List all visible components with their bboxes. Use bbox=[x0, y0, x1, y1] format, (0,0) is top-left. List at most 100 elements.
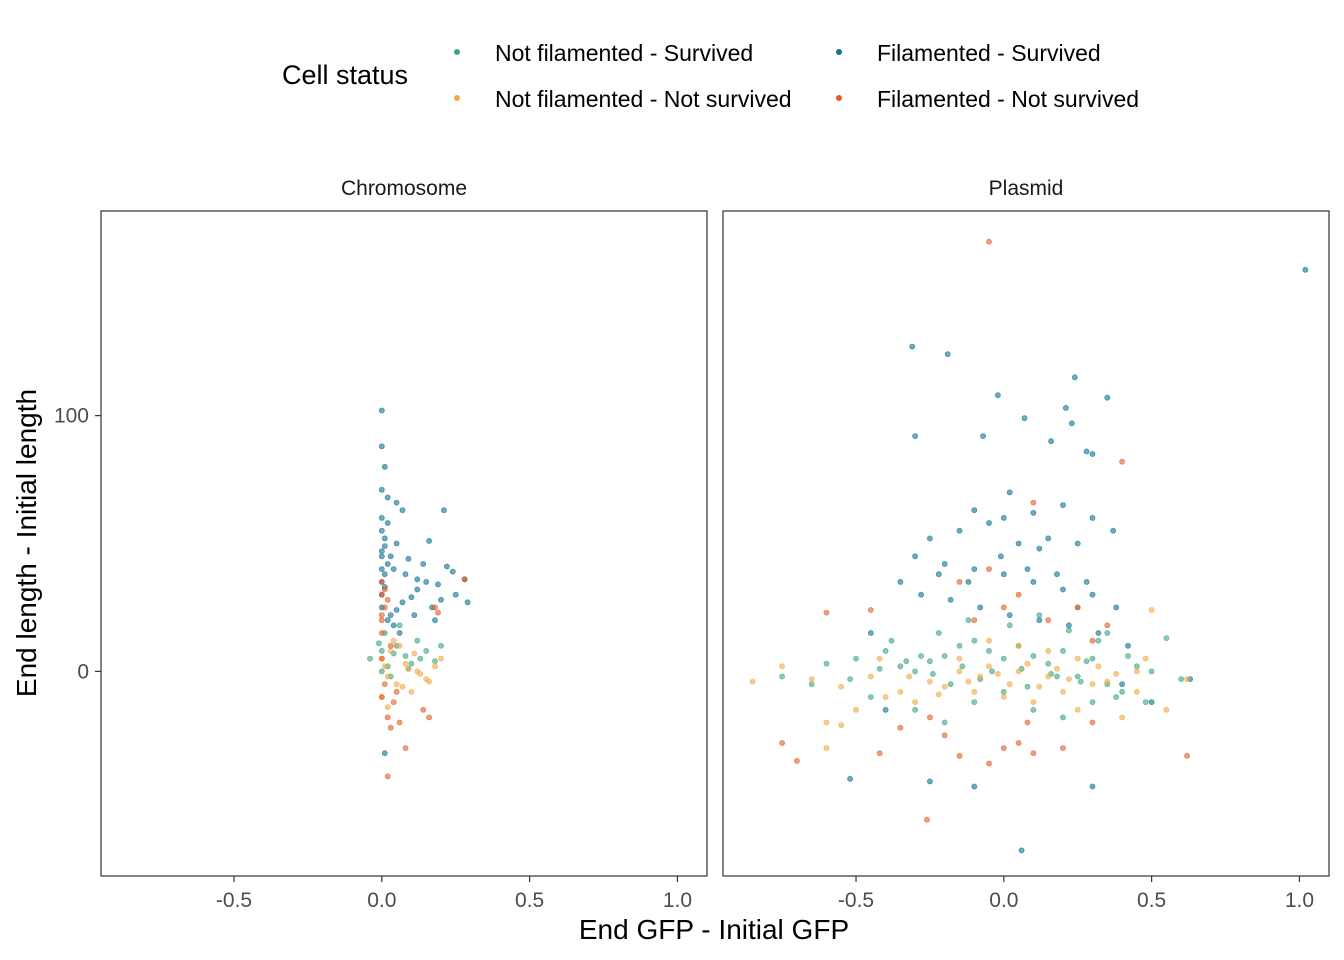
point-plasmid-filamented-survived bbox=[971, 783, 978, 790]
point-chromosome-filamented-survived bbox=[399, 507, 406, 514]
point-plasmid-not-filamented-survived bbox=[1089, 655, 1096, 662]
point-chromosome-not-filamented-survived bbox=[417, 655, 424, 662]
point-plasmid-filamented-not-survived bbox=[779, 740, 785, 746]
point-plasmid-filamented-survived bbox=[1054, 571, 1060, 578]
point-chromosome-not-filamented-not-survived bbox=[396, 642, 403, 649]
point-plasmid-filamented-not-survived bbox=[1119, 458, 1125, 465]
point-chromosome-not-filamented-not-survived bbox=[438, 655, 444, 662]
x-axis-title: End GFP - Initial GFP bbox=[579, 914, 849, 945]
point-chromosome-filamented-not-survived bbox=[378, 655, 385, 662]
point-plasmid-not-filamented-survived bbox=[1163, 635, 1170, 641]
point-chromosome-filamented-survived bbox=[405, 555, 412, 562]
point-chromosome-not-filamented-survived bbox=[402, 653, 409, 659]
point-chromosome-filamented-survived bbox=[464, 599, 471, 606]
legend-item-filamented-not-survived: Filamented - Not survived bbox=[836, 86, 1139, 112]
point-chromosome-not-filamented-survived bbox=[408, 660, 415, 667]
point-plasmid-filamented-survived bbox=[1036, 545, 1043, 552]
point-plasmid-not-filamented-survived bbox=[912, 668, 918, 675]
point-plasmid-filamented-survived bbox=[1089, 783, 1096, 790]
point-plasmid-filamented-not-survived bbox=[1024, 719, 1031, 726]
point-chromosome-filamented-survived bbox=[423, 579, 430, 585]
point-plasmid-not-filamented-survived bbox=[882, 648, 889, 654]
point-plasmid-not-filamented-survived bbox=[1083, 658, 1090, 665]
point-plasmid-not-filamented-survived bbox=[1074, 673, 1081, 680]
y-tick-label: 0 bbox=[77, 660, 89, 683]
point-chromosome-filamented-survived bbox=[378, 443, 385, 450]
point-plasmid-filamented-survived bbox=[1068, 420, 1075, 427]
point-chromosome-filamented-survived bbox=[420, 561, 427, 567]
point-plasmid-filamented-survived bbox=[847, 775, 853, 782]
point-plasmid-not-filamented-not-survived bbox=[1104, 678, 1111, 685]
legend-label-filamented-survived: Filamented - Survived bbox=[877, 40, 1101, 66]
point-chromosome-filamented-not-survived bbox=[435, 609, 441, 616]
point-plasmid-filamented-survived bbox=[918, 591, 924, 598]
point-plasmid-filamented-survived bbox=[927, 778, 933, 785]
point-plasmid-filamented-survived bbox=[1110, 527, 1117, 534]
point-plasmid-not-filamented-survived bbox=[918, 653, 924, 659]
point-plasmid-not-filamented-survived bbox=[1125, 653, 1131, 659]
y-tick-label: 100 bbox=[54, 405, 89, 428]
point-plasmid-filamented-survived bbox=[909, 343, 916, 350]
panel-title-chromosome: Chromosome bbox=[341, 177, 467, 200]
point-chromosome-filamented-survived bbox=[396, 630, 403, 636]
point-chromosome-filamented-survived bbox=[381, 463, 388, 470]
point-plasmid-filamented-survived bbox=[941, 561, 948, 567]
point-chromosome-not-filamented-survived bbox=[375, 640, 382, 647]
point-plasmid-not-filamented-survived bbox=[1095, 637, 1102, 644]
point-plasmid-not-filamented-not-survived bbox=[971, 688, 978, 695]
point-chromosome-filamented-survived bbox=[399, 599, 406, 606]
point-plasmid-not-filamented-survived bbox=[876, 665, 883, 672]
point-plasmid-filamented-survived bbox=[1030, 579, 1037, 585]
point-plasmid-not-filamented-survived bbox=[1119, 688, 1125, 695]
point-chromosome-filamented-not-survived bbox=[432, 604, 438, 611]
point-plasmid-not-filamented-survived bbox=[903, 658, 910, 665]
point-plasmid-filamented-survived bbox=[1021, 415, 1028, 422]
point-chromosome-filamented-survived bbox=[378, 515, 385, 521]
point-chromosome-filamented-survived bbox=[387, 612, 394, 618]
point-plasmid-filamented-survived bbox=[977, 604, 984, 611]
point-plasmid-not-filamented-survived bbox=[935, 630, 942, 636]
point-chromosome-filamented-not-survived bbox=[378, 579, 385, 585]
point-plasmid-not-filamented-survived bbox=[956, 642, 963, 649]
point-chromosome-filamented-survived bbox=[387, 553, 394, 560]
point-plasmid-filamented-not-survived bbox=[986, 760, 992, 767]
x-tick-label-chromosome: -0.5 bbox=[216, 889, 252, 912]
point-plasmid-filamented-not-survived bbox=[927, 714, 933, 721]
point-plasmid-not-filamented-not-survived bbox=[808, 676, 815, 682]
point-plasmid-not-filamented-not-survived bbox=[1074, 706, 1081, 713]
point-chromosome-filamented-not-survived bbox=[390, 699, 397, 705]
point-plasmid-not-filamented-survived bbox=[927, 658, 933, 665]
point-chromosome-filamented-not-survived bbox=[378, 630, 385, 636]
point-chromosome-filamented-survived bbox=[384, 520, 391, 526]
point-chromosome-not-filamented-not-survived bbox=[405, 665, 412, 672]
point-plasmid-not-filamented-survived bbox=[1024, 683, 1031, 690]
point-plasmid-not-filamented-survived bbox=[989, 668, 995, 675]
point-plasmid-not-filamented-survived bbox=[965, 617, 972, 624]
point-plasmid-not-filamented-survived bbox=[1060, 714, 1066, 721]
point-chromosome-filamented-survived bbox=[438, 596, 444, 603]
point-plasmid-filamented-survived bbox=[947, 596, 954, 603]
point-plasmid-filamented-not-survived bbox=[1089, 719, 1096, 726]
point-plasmid-not-filamented-not-survived bbox=[1095, 663, 1102, 670]
point-plasmid-filamented-survived bbox=[1119, 681, 1125, 688]
point-plasmid-filamented-survived bbox=[1048, 438, 1054, 445]
point-plasmid-not-filamented-not-survived bbox=[1054, 665, 1060, 672]
point-plasmid-not-filamented-not-survived bbox=[1015, 642, 1022, 649]
point-plasmid-not-filamented-survived bbox=[1104, 630, 1111, 636]
point-plasmid-not-filamented-not-survived bbox=[977, 673, 984, 680]
point-plasmid-filamented-survived bbox=[1089, 451, 1096, 457]
point-chromosome-not-filamented-not-survived bbox=[399, 683, 406, 690]
point-plasmid-not-filamented-not-survived bbox=[941, 683, 948, 690]
point-plasmid-not-filamented-survived bbox=[808, 681, 815, 688]
point-plasmid-not-filamented-not-survived bbox=[935, 691, 942, 698]
point-plasmid-filamented-not-survived bbox=[1030, 750, 1037, 757]
point-chromosome-filamented-survived bbox=[393, 607, 400, 613]
point-plasmid-filamented-not-survived bbox=[823, 609, 830, 616]
point-plasmid-filamented-not-survived bbox=[956, 579, 963, 585]
point-plasmid-filamented-not-survived bbox=[1060, 745, 1066, 751]
point-plasmid-filamented-survived bbox=[867, 630, 874, 636]
point-chromosome-filamented-not-survived bbox=[378, 591, 385, 598]
point-plasmid-not-filamented-survived bbox=[986, 648, 992, 654]
legend-label-not-filamented-not-survived: Not filamented - Not survived bbox=[495, 86, 792, 112]
point-chromosome-filamented-survived bbox=[443, 563, 450, 570]
